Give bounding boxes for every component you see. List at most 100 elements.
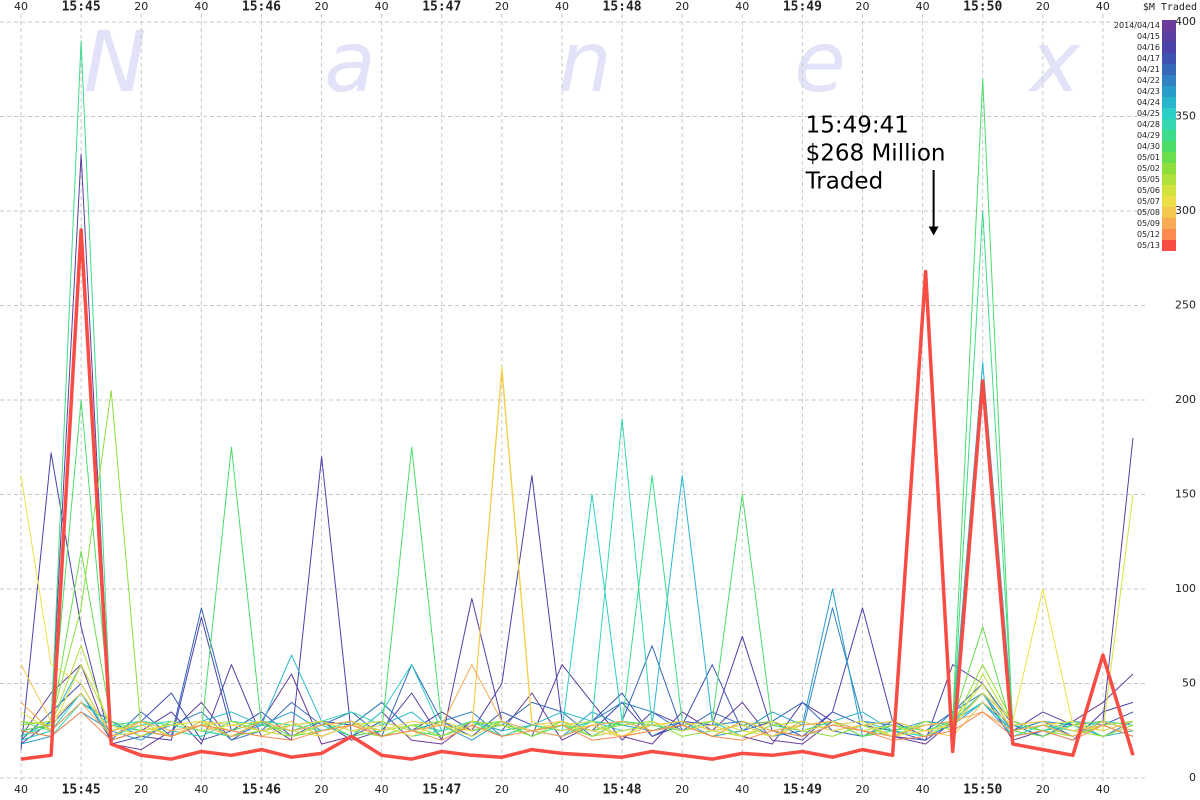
x-tick-label: 20 [675, 783, 689, 796]
legend-label: 2014/04/14 [1114, 21, 1160, 30]
legend: 2014/04/14 04/15 04/16 04/17 04/21 04/22 04/23… [1114, 20, 1176, 251]
y-tick-label: 400 [1175, 15, 1196, 28]
legend-swatch [1162, 86, 1176, 97]
legend-swatch [1162, 207, 1176, 218]
legend-label: 04/28 [1137, 120, 1160, 129]
x-tick-label: 40 [735, 783, 749, 796]
x-tick-label: 40 [916, 783, 930, 796]
x-tick-label: 40 [14, 0, 28, 13]
series-line [20, 494, 1134, 737]
legend-swatch [1162, 218, 1176, 229]
legend-label: 04/16 [1137, 43, 1160, 52]
legend-swatch [1162, 130, 1176, 141]
y-tick-label: 0 [1189, 771, 1196, 784]
legend-swatch [1162, 141, 1176, 152]
y-tick-label: 300 [1175, 204, 1196, 217]
series-line [20, 365, 1134, 737]
x-tick-label: 20 [675, 0, 689, 13]
x-tick-label: 40 [375, 0, 389, 13]
x-tick-label: 40 [1096, 783, 1110, 796]
legend-label: 04/15 [1137, 32, 1160, 41]
legend-label: 05/02 [1137, 164, 1160, 173]
x-tick-label: 20 [134, 783, 148, 796]
series-line [20, 153, 1134, 745]
x-tick-label: 15:46 [242, 783, 281, 798]
legend-swatch [1162, 75, 1176, 86]
legend-swatch [1162, 64, 1176, 75]
legend-swatch [1162, 163, 1176, 174]
x-tick-label: 15:45 [62, 0, 101, 15]
x-tick-label: 20 [315, 783, 329, 796]
series-line [20, 711, 1134, 741]
legend-label: 05/01 [1137, 153, 1160, 162]
plot [20, 40, 1135, 761]
legend-swatch [1162, 119, 1176, 130]
x-tick-label: 15:49 [783, 783, 822, 798]
legend-label: 05/06 [1137, 186, 1160, 195]
y-tick-label: 150 [1175, 488, 1196, 501]
legend-label: 04/17 [1137, 54, 1160, 63]
legend-label: 04/22 [1137, 76, 1160, 85]
x-tick-label: 20 [856, 783, 870, 796]
series-line [20, 371, 1134, 737]
legend-label: 04/23 [1137, 87, 1160, 96]
legend-swatch [1162, 53, 1176, 64]
y-tick-label: 350 [1175, 110, 1196, 123]
legend-label: 04/25 [1137, 109, 1160, 118]
x-tick-label: 15:47 [422, 783, 461, 798]
x-tick-label: 40 [14, 783, 28, 796]
x-tick-label: 15:46 [242, 0, 281, 15]
x-tick-label: 20 [315, 0, 329, 13]
legend-swatch [1162, 152, 1176, 163]
legend-swatch [1162, 174, 1176, 185]
watermark-letter: x [1027, 13, 1081, 111]
y-axis-label: $M Traded [1143, 2, 1197, 13]
legend-swatch [1162, 185, 1176, 196]
legend-swatch [1162, 97, 1176, 108]
legend-swatch [1162, 240, 1176, 251]
legend-swatch [1162, 20, 1176, 31]
legend-swatch [1162, 108, 1176, 119]
watermark-letter: N [84, 13, 147, 111]
x-tick-label: 20 [1036, 0, 1050, 13]
x-tick-label: 20 [495, 783, 509, 796]
x-tick-label: 40 [194, 0, 208, 13]
x-tick-label: 40 [375, 783, 389, 796]
series-line [20, 228, 1135, 761]
x-tick-label: 40 [916, 0, 930, 13]
x-tick-label: 20 [856, 0, 870, 13]
legend-label: 05/13 [1137, 241, 1160, 250]
annotation-text: 15:49:41 [806, 113, 909, 139]
series-line [20, 645, 1134, 737]
axes: 0 50 100 150 200 250 300 350 400 40 40 15:45 15:45 20… [14, 0, 1196, 798]
series-line [20, 664, 1134, 737]
legend-swatch [1162, 42, 1176, 53]
legend-swatch [1162, 229, 1176, 240]
x-tick-label: 15:48 [603, 0, 642, 15]
x-tick-label: 15:50 [963, 783, 1002, 798]
x-tick-label: 20 [495, 0, 509, 13]
series-line [20, 40, 1134, 737]
x-tick-label: 20 [1036, 783, 1050, 796]
x-tick-label: 15:50 [963, 0, 1002, 15]
legend-label: 04/29 [1137, 131, 1160, 140]
y-tick-label: 50 [1182, 677, 1196, 690]
y-tick-label: 250 [1175, 299, 1196, 312]
x-tick-label: 15:45 [62, 783, 101, 798]
grid [0, 14, 1148, 782]
annotation-text: $268 Million [806, 141, 946, 167]
annotation-text: Traded [805, 169, 884, 195]
legend-swatch [1162, 196, 1176, 207]
legend-swatch [1162, 31, 1176, 42]
x-tick-label: 40 [555, 0, 569, 13]
x-tick-label: 15:49 [783, 0, 822, 15]
series-line [20, 78, 1134, 737]
x-tick-label: 15:48 [603, 783, 642, 798]
legend-label: 05/09 [1137, 219, 1160, 228]
series-line [20, 361, 1134, 737]
legend-label: 05/12 [1137, 230, 1160, 239]
legend-label: 05/07 [1137, 197, 1160, 206]
